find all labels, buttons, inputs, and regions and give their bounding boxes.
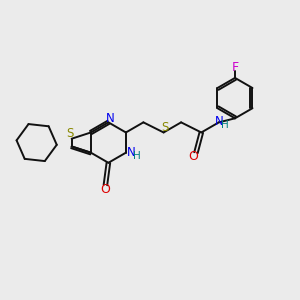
Text: N: N — [127, 146, 136, 159]
Text: F: F — [231, 61, 239, 74]
Text: S: S — [67, 127, 74, 140]
Text: N: N — [215, 115, 224, 128]
Text: S: S — [161, 121, 169, 134]
Text: H: H — [221, 120, 229, 130]
Text: N: N — [106, 112, 114, 125]
Text: O: O — [189, 150, 199, 163]
Text: H: H — [133, 151, 141, 161]
Text: O: O — [100, 183, 110, 196]
